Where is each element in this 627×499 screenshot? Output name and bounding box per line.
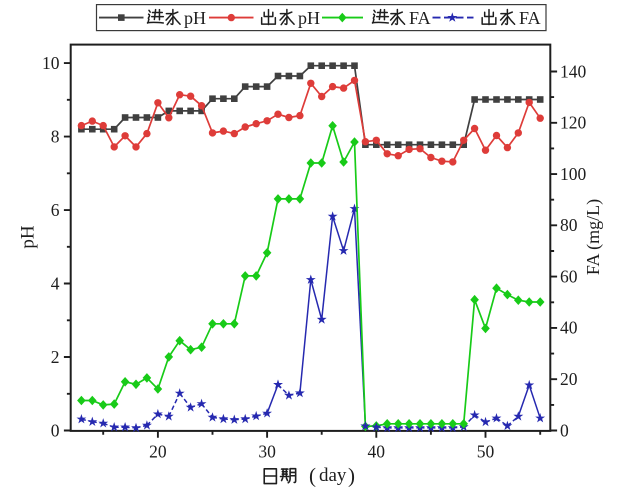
svg-text:pH: pH xyxy=(184,8,206,28)
svg-text:FA: FA xyxy=(409,8,431,28)
svg-text:4: 4 xyxy=(51,273,60,293)
svg-text:): ) xyxy=(348,464,355,488)
svg-text:FA (mg/L): FA (mg/L) xyxy=(583,199,604,275)
svg-text:140: 140 xyxy=(560,61,587,81)
svg-text:pH: pH xyxy=(18,225,39,249)
svg-text:40: 40 xyxy=(368,442,386,462)
svg-text:pH: pH xyxy=(298,8,320,28)
svg-text:50: 50 xyxy=(477,442,495,462)
svg-text:0: 0 xyxy=(560,420,569,440)
svg-text:2: 2 xyxy=(51,347,60,367)
svg-text:8: 8 xyxy=(51,126,60,146)
svg-text:6: 6 xyxy=(51,200,60,220)
svg-text:100: 100 xyxy=(560,164,587,184)
svg-text:40: 40 xyxy=(560,318,578,338)
svg-text:day: day xyxy=(319,465,347,486)
svg-text:20: 20 xyxy=(149,442,167,462)
svg-text:(: ( xyxy=(309,464,316,488)
svg-text:60: 60 xyxy=(560,266,578,286)
svg-text:20: 20 xyxy=(560,369,578,389)
svg-text:80: 80 xyxy=(560,215,578,235)
svg-text:10: 10 xyxy=(42,53,60,73)
svg-text:120: 120 xyxy=(560,113,587,133)
svg-text:FA: FA xyxy=(519,8,541,28)
svg-text:0: 0 xyxy=(51,420,60,440)
svg-text:30: 30 xyxy=(258,442,276,462)
